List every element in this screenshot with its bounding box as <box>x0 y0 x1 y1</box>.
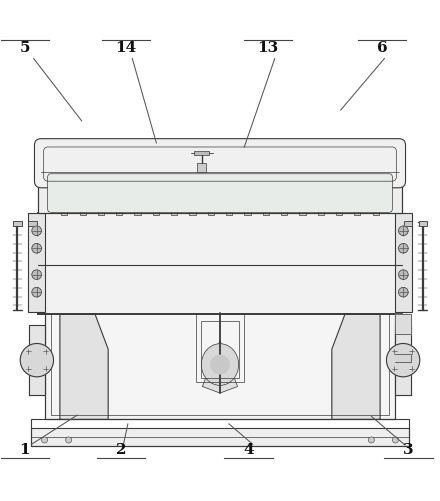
Bar <box>38 174 402 213</box>
Circle shape <box>32 288 41 297</box>
Polygon shape <box>396 314 411 334</box>
Bar <box>51 308 389 415</box>
Bar <box>263 205 269 214</box>
Bar <box>13 221 22 226</box>
Polygon shape <box>332 314 380 419</box>
Circle shape <box>32 270 41 280</box>
Bar <box>31 419 409 446</box>
Bar <box>28 213 45 312</box>
Bar <box>336 205 342 214</box>
Text: 5: 5 <box>19 41 30 55</box>
Bar <box>196 314 244 382</box>
Bar <box>98 205 104 214</box>
Circle shape <box>399 270 408 280</box>
Bar <box>299 205 305 214</box>
Bar <box>190 205 196 214</box>
Circle shape <box>399 226 408 235</box>
Polygon shape <box>29 325 44 395</box>
Polygon shape <box>396 354 411 362</box>
Text: 13: 13 <box>258 41 279 55</box>
Bar <box>208 205 214 214</box>
Text: 4: 4 <box>243 443 254 457</box>
Text: 6: 6 <box>377 41 388 55</box>
Circle shape <box>32 243 41 253</box>
Bar <box>80 205 86 214</box>
Bar <box>31 428 409 446</box>
Text: 2: 2 <box>116 443 127 457</box>
Circle shape <box>20 344 54 377</box>
FancyBboxPatch shape <box>34 139 406 188</box>
Bar <box>194 151 209 155</box>
Bar <box>44 303 396 419</box>
Bar <box>244 205 250 214</box>
Bar <box>135 205 141 214</box>
Circle shape <box>66 437 72 443</box>
Bar <box>44 303 396 419</box>
Bar <box>201 321 239 378</box>
Bar <box>419 221 427 226</box>
Circle shape <box>399 288 408 297</box>
Circle shape <box>386 344 420 377</box>
FancyBboxPatch shape <box>48 174 392 212</box>
Polygon shape <box>202 340 238 393</box>
Bar <box>281 205 287 214</box>
Bar <box>38 213 402 314</box>
Circle shape <box>32 226 41 235</box>
Bar <box>171 205 177 214</box>
Bar <box>28 221 37 226</box>
Text: 1: 1 <box>19 443 30 457</box>
Bar <box>38 213 402 314</box>
Ellipse shape <box>202 344 238 385</box>
Bar <box>395 213 412 312</box>
Circle shape <box>41 437 48 443</box>
Text: 14: 14 <box>115 41 136 55</box>
Bar <box>404 221 412 226</box>
Bar <box>373 205 379 214</box>
Bar <box>38 174 402 213</box>
Bar <box>354 205 360 214</box>
Circle shape <box>210 355 230 374</box>
Bar <box>116 205 122 214</box>
Bar <box>61 205 67 214</box>
Bar <box>226 205 232 214</box>
Bar <box>197 163 206 172</box>
Text: 3: 3 <box>403 443 414 457</box>
Circle shape <box>399 243 408 253</box>
Polygon shape <box>396 325 411 395</box>
Polygon shape <box>60 314 108 419</box>
Circle shape <box>368 437 374 443</box>
Bar <box>318 205 324 214</box>
Circle shape <box>392 437 399 443</box>
Bar <box>153 205 159 214</box>
